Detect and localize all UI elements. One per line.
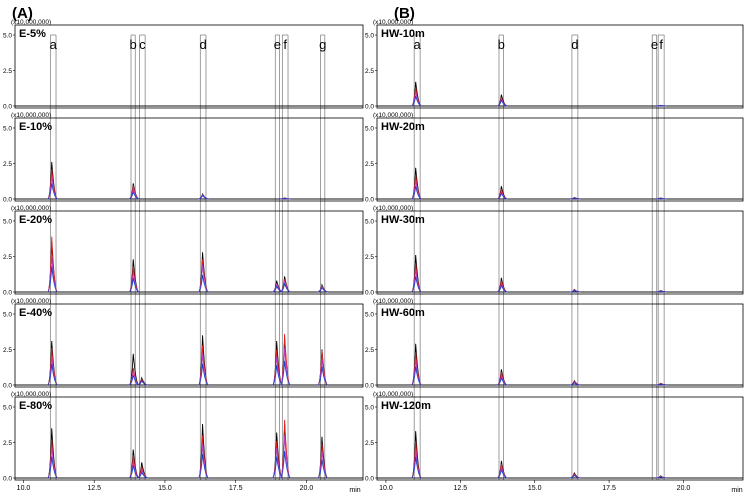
x-tick-label: 20.0 (677, 485, 691, 492)
subplot-frame (377, 304, 743, 387)
peak-window-label: f (659, 37, 663, 52)
subplot-frame (377, 211, 743, 294)
y-tick-label: 2.5 (365, 161, 374, 168)
y-tick-label: 5.0 (365, 405, 374, 412)
peak-window-label: d (200, 37, 207, 52)
scale-label: (x10,000,000) (373, 112, 413, 119)
x-tick-label: 15.0 (158, 485, 172, 492)
subplot-name: E-80% (19, 400, 52, 412)
y-tick-label: 0.0 (365, 197, 374, 204)
subplot-name: HW-10m (381, 28, 425, 40)
x-tick-label: 20.0 (300, 485, 314, 492)
y-tick-label: 2.5 (3, 161, 12, 168)
y-tick-label: 5.0 (3, 219, 12, 226)
subplot-name: HW-60m (381, 307, 425, 319)
y-tick-label: 0.0 (365, 290, 374, 297)
subplot-frame (15, 118, 363, 201)
scale-label: (x10,000,000) (11, 391, 51, 398)
y-tick-label: 5.0 (365, 33, 374, 40)
y-tick-label: 0.0 (365, 383, 374, 390)
x-unit-label-b: min (731, 487, 742, 494)
scale-label: (x10,000,000) (373, 205, 413, 212)
y-tick-label: 2.5 (3, 440, 12, 447)
peak-trace (137, 381, 147, 385)
subplot-frame (15, 304, 363, 387)
subplot-frame (15, 397, 363, 480)
subplot-frame (15, 211, 363, 294)
peak-trace (280, 198, 290, 199)
scale-label: (x10,000,000) (373, 391, 413, 398)
peak-trace (137, 472, 147, 478)
scale-label: (x10,000,000) (373, 19, 413, 26)
x-tick-label: 12.5 (87, 485, 101, 492)
y-tick-label: 2.5 (365, 254, 374, 261)
y-tick-label: 5.0 (3, 126, 12, 133)
peak-window-label: b (130, 37, 137, 52)
y-tick-label: 5.0 (365, 126, 374, 133)
subplot-name: HW-30m (381, 214, 425, 226)
y-tick-label: 0.0 (365, 104, 374, 111)
y-tick-label: 2.5 (365, 68, 374, 75)
peak-trace (656, 198, 666, 199)
peak-window-label: g (319, 37, 326, 52)
subplot-frame (377, 25, 743, 108)
x-tick-label: 10.0 (17, 485, 31, 492)
subplot-name: E-20% (19, 214, 52, 226)
subplot-name: HW-20m (381, 121, 425, 133)
x-tick-label: 15.0 (528, 485, 542, 492)
x-tick-label: 17.5 (229, 485, 243, 492)
peak-trace (272, 286, 282, 292)
subplot-name: E-5% (19, 28, 46, 40)
scale-label: (x10,000,000) (373, 298, 413, 305)
peak-window-label: a (50, 37, 58, 52)
y-tick-label: 0.0 (3, 476, 12, 483)
y-tick-label: 2.5 (3, 68, 12, 75)
subplot-name: E-10% (19, 121, 52, 133)
peak-trace (129, 354, 139, 385)
peak-window-label: d (571, 37, 578, 52)
scale-label: (x10,000,000) (11, 205, 51, 212)
y-tick-label: 5.0 (365, 312, 374, 319)
y-tick-label: 2.5 (3, 347, 12, 354)
y-tick-label: 0.0 (3, 383, 12, 390)
x-unit-label-a: min (349, 487, 360, 494)
y-tick-label: 0.0 (3, 197, 12, 204)
x-tick-label: 10.0 (379, 485, 393, 492)
y-tick-label: 0.0 (365, 476, 374, 483)
y-tick-label: 0.0 (3, 290, 12, 297)
y-tick-label: 2.5 (365, 440, 374, 447)
scale-label: (x10,000,000) (11, 19, 51, 26)
y-tick-label: 0.0 (3, 104, 12, 111)
subplot-frame (377, 397, 743, 480)
peak-trace (198, 195, 208, 199)
scale-label: (x10,000,000) (11, 112, 51, 119)
subplot-name: E-40% (19, 307, 52, 319)
y-tick-label: 2.5 (365, 347, 374, 354)
peak-window-label: f (283, 37, 287, 52)
subplot-name: HW-120m (381, 400, 431, 412)
y-tick-label: 5.0 (3, 33, 12, 40)
y-tick-label: 5.0 (3, 405, 12, 412)
peak-trace (318, 288, 328, 292)
y-tick-label: 5.0 (3, 312, 12, 319)
y-tick-label: 2.5 (3, 254, 12, 261)
peak-window-label: b (498, 37, 505, 52)
x-tick-label: 17.5 (602, 485, 616, 492)
x-tick-label: 12.5 (454, 485, 468, 492)
peak-window-label: e (274, 37, 281, 52)
peak-window-label: e (651, 37, 658, 52)
peak-window-label: c (139, 37, 146, 52)
subplot-frame (15, 25, 363, 108)
scale-label: (x10,000,000) (11, 298, 51, 305)
subplot-frame (377, 118, 743, 201)
y-tick-label: 5.0 (365, 219, 374, 226)
